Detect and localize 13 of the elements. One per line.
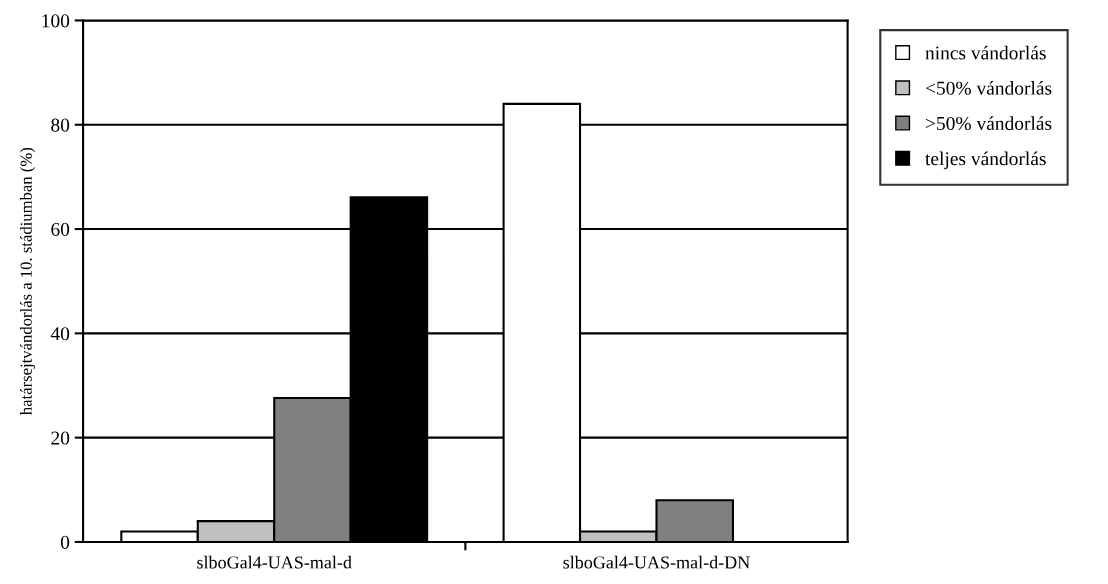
y-tick-label: 20 xyxy=(51,431,70,445)
x-tick-label: slboGal4-UAS-mal-d xyxy=(197,555,352,569)
y-tick-label: 40 xyxy=(50,327,70,341)
y-tick-label: 60 xyxy=(51,222,70,236)
legend-label: nincs vándorlás xyxy=(925,45,1046,60)
legend-label: teljes vándorlás xyxy=(925,151,1046,170)
y-axis-title: határsejtvándorlás a 10. stádiumban (%) xyxy=(20,147,36,416)
y-tick-label: 100 xyxy=(42,14,70,28)
y-tick-label: 80 xyxy=(51,118,70,132)
legend-label: <50% vándorlás xyxy=(925,81,1052,95)
y-tick-label: 0 xyxy=(60,535,70,549)
legend-label: >50% vándorlás xyxy=(925,116,1052,131)
x-tick-label: slboGal4-UAS-mal-d-DN xyxy=(563,555,750,569)
